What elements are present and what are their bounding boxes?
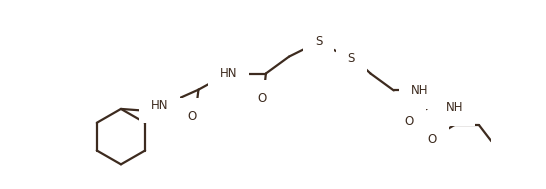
Text: O: O — [428, 133, 437, 146]
Text: O: O — [257, 92, 266, 105]
Text: S: S — [347, 52, 355, 65]
Text: S: S — [315, 35, 322, 48]
Text: NH: NH — [411, 84, 428, 97]
Text: HN: HN — [220, 67, 238, 80]
Text: O: O — [188, 110, 197, 123]
Text: HN: HN — [151, 99, 169, 112]
Text: O: O — [405, 115, 414, 128]
Text: NH: NH — [446, 101, 463, 114]
